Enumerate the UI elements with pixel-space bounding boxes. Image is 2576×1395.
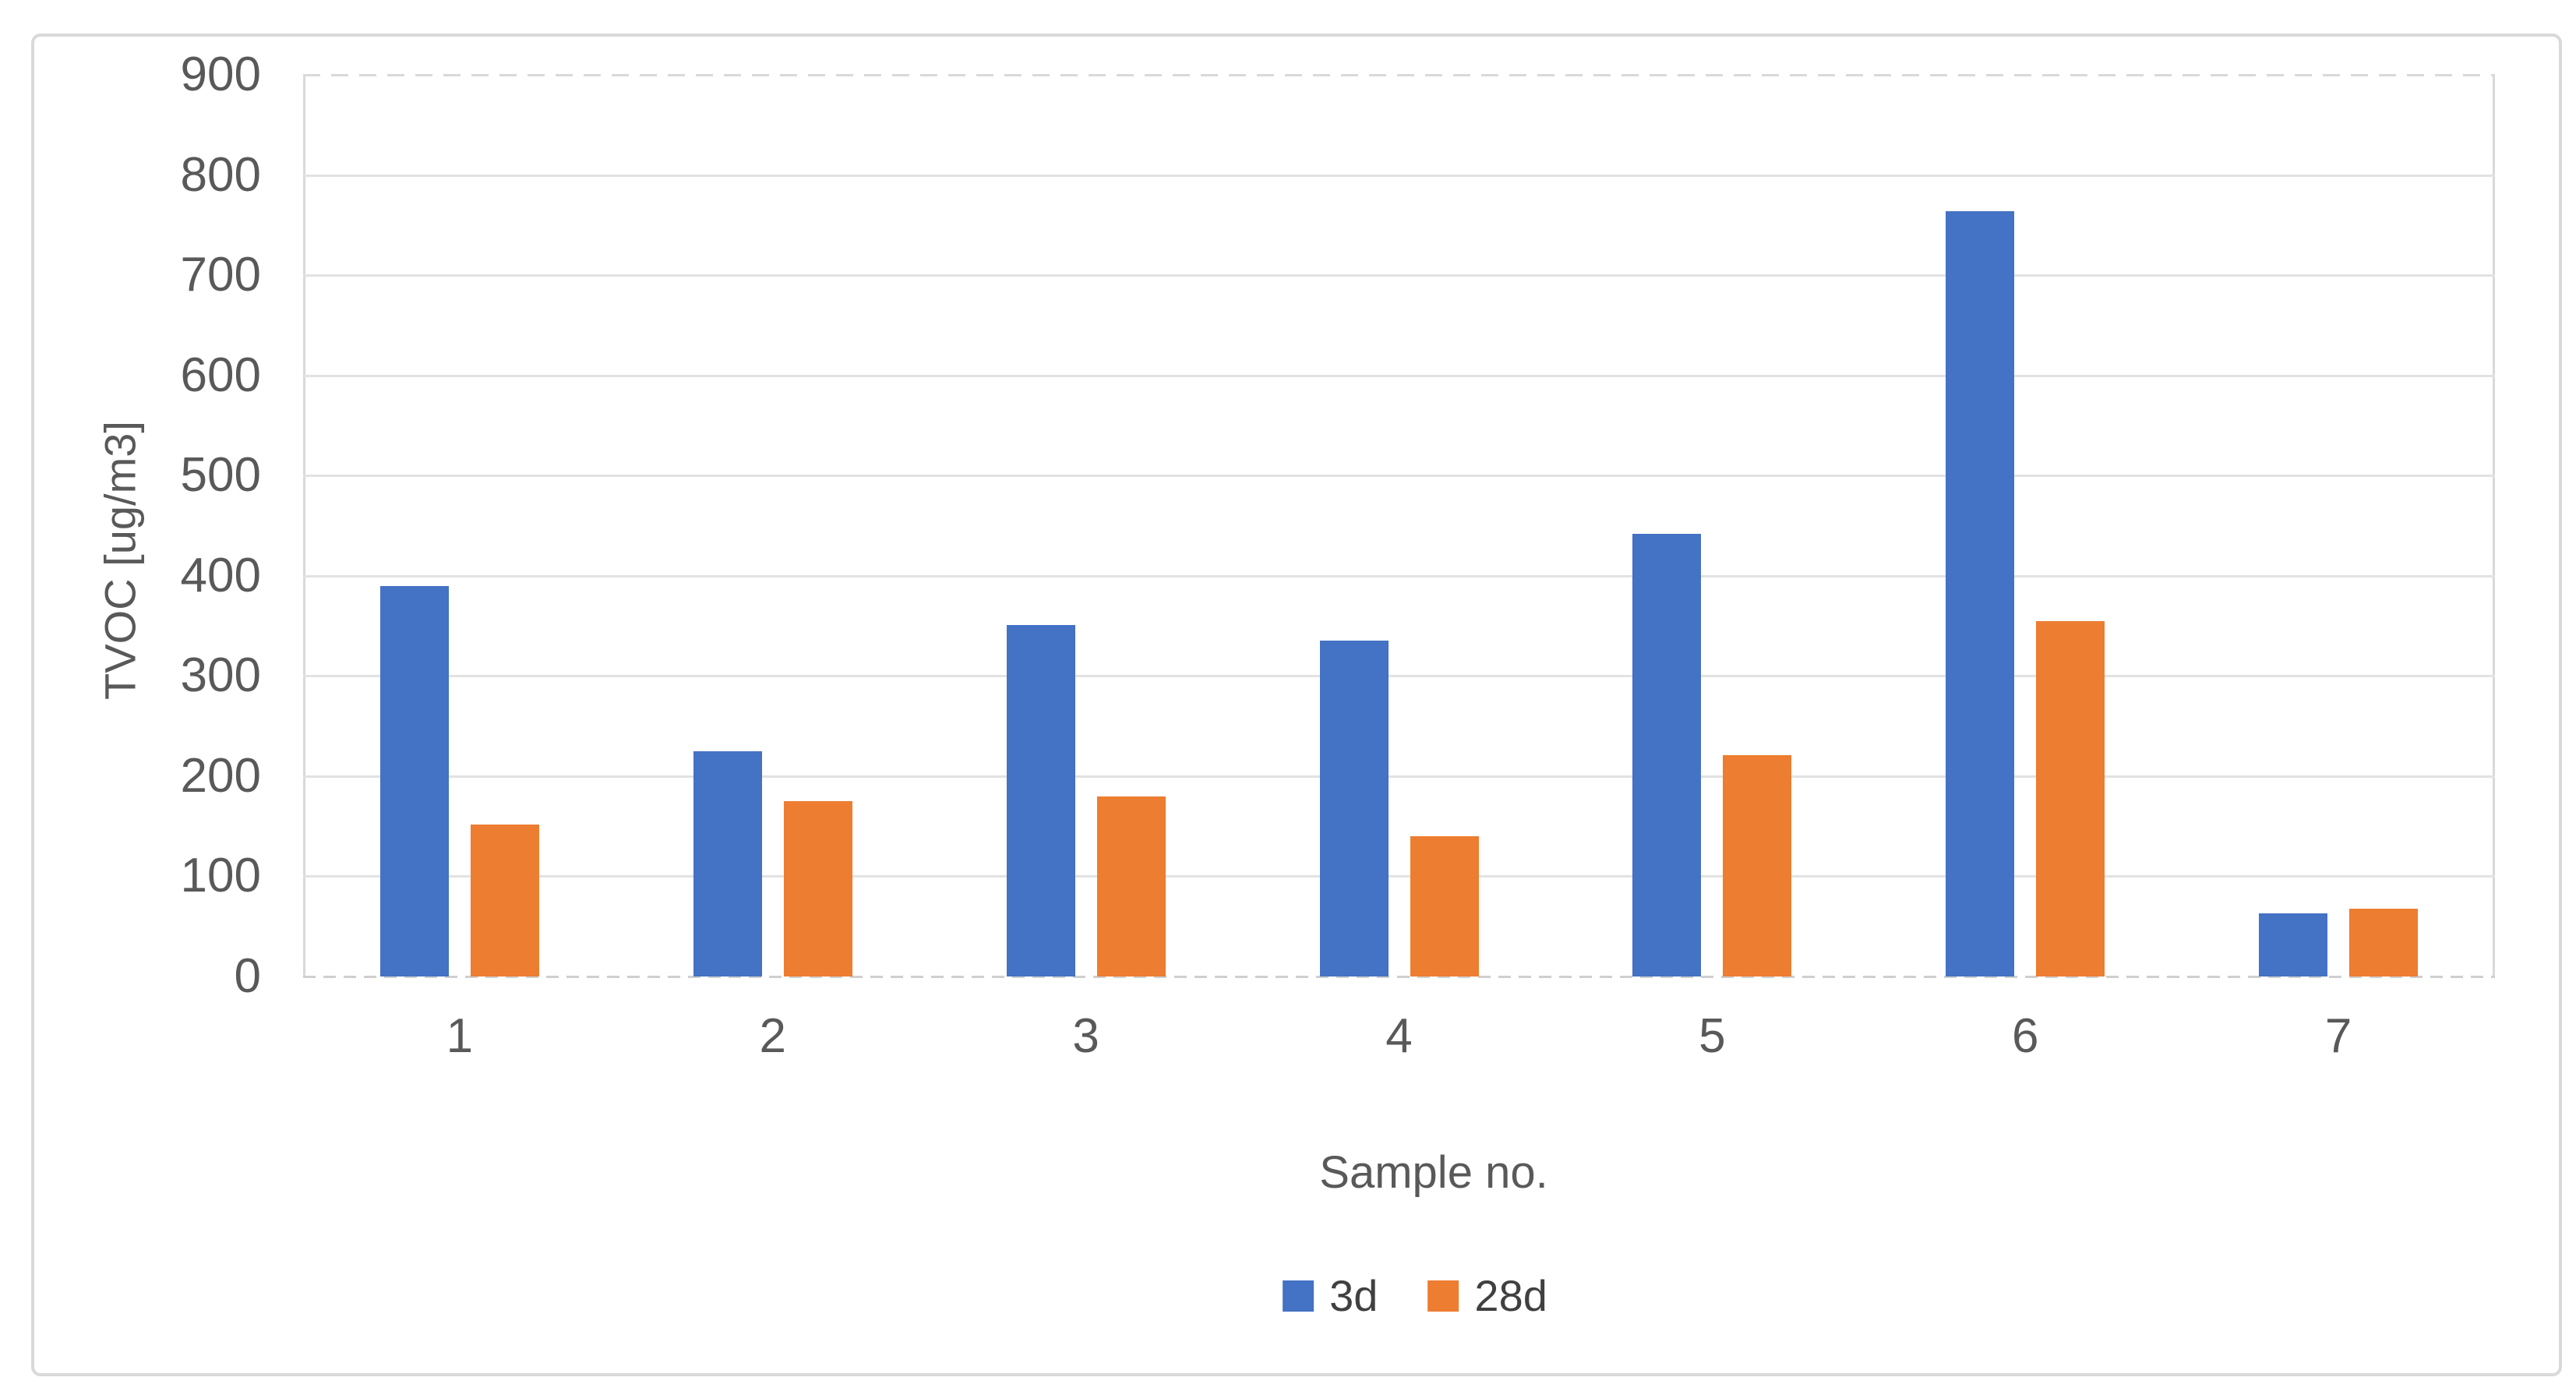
bar-28d-sample-4 — [1410, 836, 1479, 976]
gridline-300 — [303, 675, 2495, 678]
gridline-600 — [303, 374, 2495, 377]
gridline-100 — [303, 875, 2495, 878]
gridline-200 — [303, 775, 2495, 778]
bar-3d-sample-1 — [379, 585, 449, 976]
legend-swatch-3d — [1283, 1280, 1314, 1312]
x-tick-label-1: 1 — [446, 1009, 474, 1063]
legend-entry-3d: 3d — [1283, 1274, 1378, 1318]
bar-3d-sample-6 — [1946, 210, 2015, 976]
legend: 3d 28d — [1283, 1274, 1547, 1318]
y-tick-label-0: 0 — [234, 949, 261, 1003]
chart-figure: TVOC [ug/m3] Sample no. 3d 28d — [31, 34, 2562, 1376]
gridline-800 — [303, 174, 2495, 177]
y-tick-label-300: 300 — [180, 648, 261, 703]
y-tick-label-700: 700 — [180, 248, 261, 302]
bar-28d-sample-3 — [1096, 796, 1166, 976]
gridline-400 — [303, 574, 2495, 577]
y-tick-label-600: 600 — [180, 348, 261, 402]
x-tick-label-7: 7 — [2324, 1009, 2352, 1063]
y-tick-label-800: 800 — [180, 147, 261, 202]
bar-28d-sample-5 — [1723, 754, 1792, 976]
y-tick-label-900: 900 — [180, 48, 261, 101]
gridline-500 — [303, 475, 2495, 478]
bar-28d-sample-7 — [2349, 908, 2419, 976]
legend-label-3d: 3d — [1329, 1271, 1378, 1320]
x-tick-label-6: 6 — [2011, 1009, 2039, 1063]
y-tick-label-400: 400 — [180, 548, 261, 602]
gridline-700 — [303, 274, 2495, 277]
bar-3d-sample-7 — [2259, 913, 2328, 976]
legend-swatch-28d — [1427, 1280, 1459, 1312]
plot-area — [303, 75, 2495, 976]
x-tick-label-5: 5 — [1699, 1009, 1726, 1063]
bar-28d-sample-6 — [2036, 620, 2105, 976]
bar-28d-sample-1 — [470, 824, 539, 976]
legend-entry-28d: 28d — [1427, 1274, 1547, 1318]
x-axis-title: Sample no. — [1319, 1147, 1548, 1198]
y-tick-label-200: 200 — [180, 748, 261, 803]
x-tick-label-3: 3 — [1072, 1009, 1099, 1063]
bar-3d-sample-3 — [1006, 624, 1075, 976]
x-tick-label-4: 4 — [1385, 1009, 1413, 1063]
x-tick-label-2: 2 — [759, 1009, 787, 1063]
bar-28d-sample-2 — [783, 801, 852, 976]
bar-3d-sample-2 — [693, 750, 762, 976]
y-tick-label-100: 100 — [180, 849, 261, 903]
gridline-900 — [303, 74, 2495, 76]
legend-label-28d: 28d — [1474, 1271, 1547, 1320]
bar-3d-sample-5 — [1632, 533, 1702, 976]
y-tick-label-500: 500 — [180, 448, 261, 503]
gridline-0 — [303, 976, 2495, 978]
bar-3d-sample-4 — [1319, 641, 1389, 976]
